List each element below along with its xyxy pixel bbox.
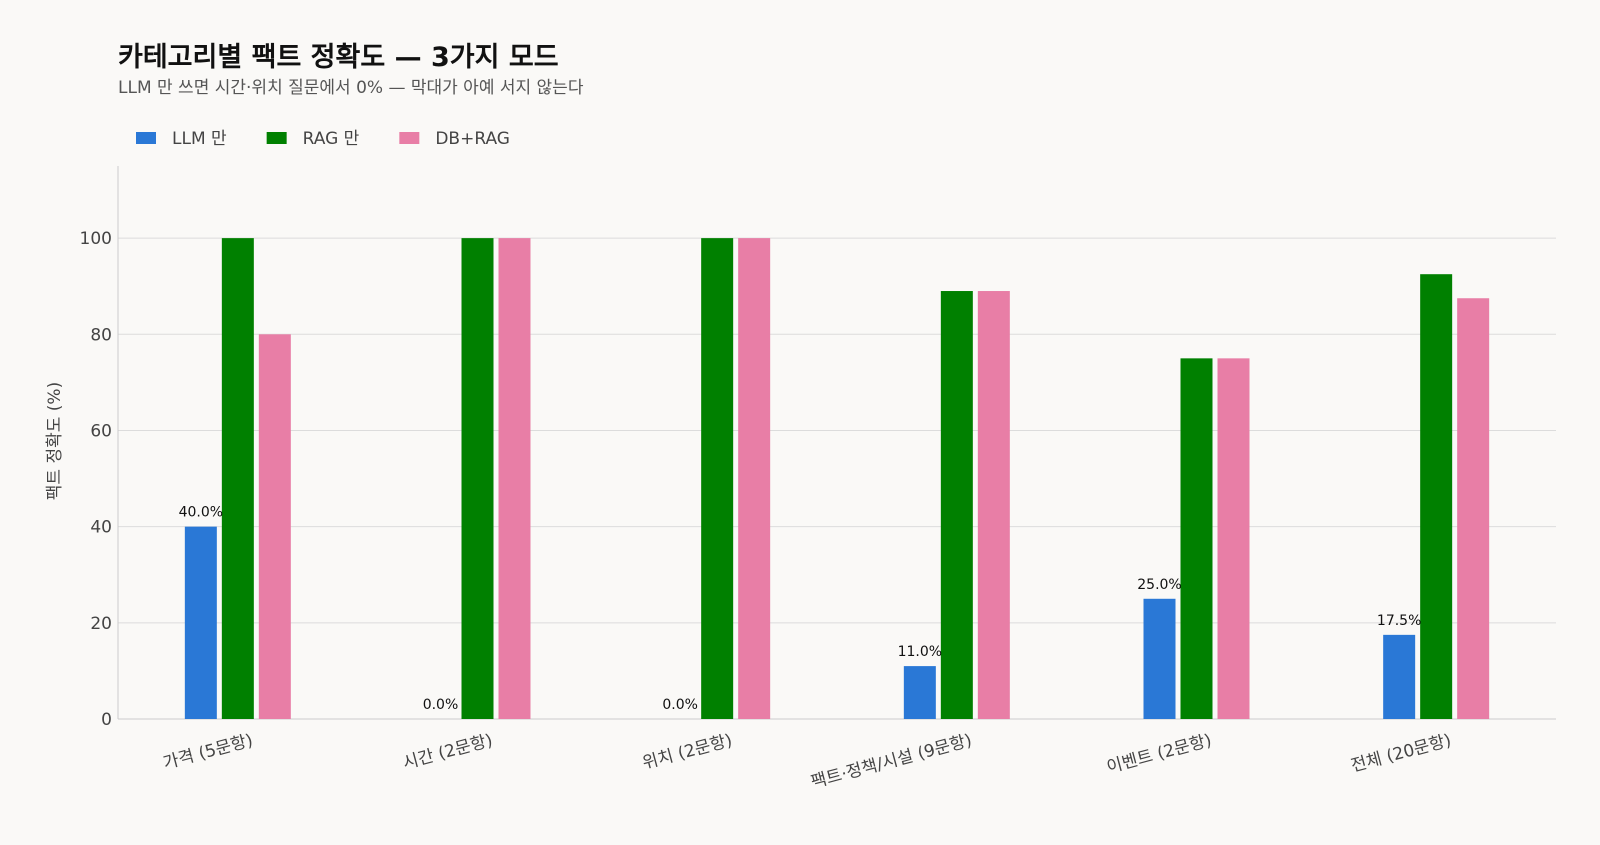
y-tick-label: 60 [90,421,112,441]
y-tick-label: 20 [90,614,112,634]
legend-label: RAG 만 [303,129,360,149]
bar-1-4 [903,666,936,719]
legend-swatch [136,132,156,144]
bar-3-5 [1217,358,1250,719]
data-label: 40.0% [179,505,223,521]
y-tick-labels: 0 20 40 60 80 100 [80,229,112,730]
y-tick-label: 40 [90,518,112,538]
y-tick-label: 100 [80,229,112,249]
data-label: 0.0% [423,697,459,713]
legend-label: DB+RAG [435,129,510,149]
bars [184,238,1490,719]
bar-2-4 [940,291,973,719]
data-label: 25.0% [1137,577,1181,593]
chart-title: 카테고리별 팩트 정확도 — 3가지 모드 [118,42,559,73]
x-tick-label: 팩트·정책/시설 (9문항) [809,731,974,793]
y-tick-label: 80 [90,325,112,345]
x-tick-label: 시간 (2문항) [401,731,495,774]
bar-3-2 [498,238,531,719]
bar-3-3 [738,238,771,719]
chart-subtitle: LLM 만 쓰면 시간·위치 질문에서 0% — 막대가 아예 서지 않는다 [118,78,584,98]
x-tick-label: 전체 (20문항) [1349,731,1454,777]
bar-2-1 [221,238,254,719]
x-tick-label: 가격 (5문항) [161,731,255,774]
y-tick-label: 0 [101,710,112,730]
legend: LLM 만 RAG 만 DB+RAG [136,129,510,149]
x-tick-labels: 가격 (5문항) 시간 (2문항) 위치 (2문항) 팩트·정책/시설 (9문항) 이벤… [161,731,1453,793]
axes [117,166,1556,720]
y-axis-label: 팩트 정확도 (%) [45,382,65,500]
bar-1-1 [184,526,217,719]
bar-3-4 [977,291,1010,719]
bar-1-5 [1143,598,1176,719]
x-tick-label: 위치 (2문항) [640,731,734,774]
bar-2-6 [1420,274,1453,719]
data-label: 0.0% [662,697,698,713]
bar-3-1 [258,334,291,719]
legend-swatch [266,132,287,144]
grid [118,237,1556,624]
data-label: 17.5% [1377,613,1421,629]
legend-swatch [399,132,420,144]
legend-label: LLM 만 [172,129,227,149]
data-label: 11.0% [898,644,942,660]
x-tick-label: 이벤트 (2문항) [1105,731,1214,778]
bar-2-2 [461,238,494,719]
bar-1-6 [1383,634,1416,719]
bar-2-5 [1180,358,1213,719]
bar-3-6 [1457,298,1490,719]
data-labels: 40.0% 0.0% 0.0% 11.0% 25.0% 17.5% [179,505,1422,713]
bar-2-3 [701,238,734,719]
